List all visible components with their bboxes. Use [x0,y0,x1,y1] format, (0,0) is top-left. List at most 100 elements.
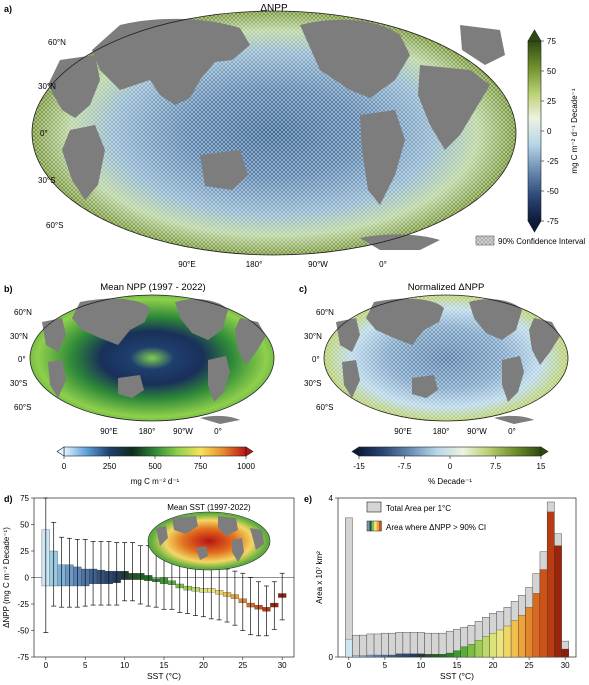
lat-label-b-2: 30°N [10,332,28,341]
lat-label-a-5: 60°S [46,221,63,230]
colorbar-a: 75 50 25 0 -25 -50 -75 mg C m⁻² d⁻¹ Decade⁻¹ [527,29,579,233]
map-a-land [48,18,505,250]
chart-e-ci-bar [395,653,404,658]
lat-label-a-2: 30°N [38,82,56,91]
lat-label-a-3: 0° [40,129,48,138]
map-a [31,10,517,256]
map-c [323,294,569,424]
chart-e-ci-bar [474,640,483,658]
colorbar-a-tick-label: -75 [547,217,559,226]
panel-a-letter: a) [4,4,12,14]
panel-b-title: Mean NPP (1997 - 2022) [100,282,205,293]
chart-d-xtick-label: 0 [44,661,49,670]
chart-e-ci-bar [554,545,562,658]
panel-d: d) 0 5 10 15 20 25 30 75 50 25 0 -25 -50 -75 SST (°C) Δ… [2,494,295,681]
inset-sst-map: Mean SST (1997-2022) [147,503,271,571]
map-b [29,294,275,424]
lon-label-c-4: 0° [508,427,516,436]
lat-label-a-4: 30°S [38,176,55,185]
chart-e-xtick-label: 10 [416,661,425,670]
chart-e-ci-bar [345,638,353,658]
colorbar-c-tick-label: 0 [448,462,453,471]
map-c-frame [323,294,569,422]
inset-land [156,516,264,562]
chart-e-xtick-label: 30 [561,661,570,670]
chart-e-total-bar [352,634,360,658]
colorbar-c-tick-label: -7.5 [398,462,412,471]
panel-a-title: ΔNPP [260,3,288,14]
chart-e-ci-bar [352,655,360,658]
chart-e-total-bar [388,632,396,658]
colorbar-b-left-arrow [56,446,65,457]
lon-label-b-2: 180° [139,427,156,436]
chart-d-ylabel: ΔNPP (mg C m⁻² Decade⁻¹) [2,527,11,628]
chart-e-xtick-label: 0 [347,661,352,670]
chart-e-ci-bar [525,607,533,658]
legend-total-swatch [366,501,382,513]
colorbar-a-tick-label: 0 [547,127,552,136]
legend-ci-swatch [366,520,382,532]
panel-b-letter: b) [4,284,13,294]
chart-d-xtick-label: 20 [199,661,208,670]
lon-label-b-4: 0° [214,427,222,436]
chart-e-xtick-label: 5 [383,661,388,670]
chart-e-total-bar [431,632,440,658]
legend-ci-swatch-stripe [369,521,372,531]
chart-d-xtick-label: 30 [278,661,287,670]
colorbar-a-tick-label: 50 [547,67,556,76]
colorbar-c-tick-label: 7.5 [490,462,502,471]
confidence-legend-hatch [476,236,494,245]
lat-label-c-1: 60°N [316,308,334,317]
lon-label-c-3: 90°W [467,427,487,436]
lat-label-b-1: 60°N [14,308,32,317]
chart-e-ci-bar [381,654,389,658]
lat-label-c-3: 0° [312,355,320,364]
chart-d: 0 5 10 15 20 25 30 75 50 25 0 -25 -50 -75 SST (°C) ΔNPP… [2,494,295,681]
lat-label-b-3: 0° [18,355,26,364]
chart-e-ci-bar [467,644,476,658]
colorbar-a-tick-label: -25 [547,157,559,166]
chart-e-ci-bar [431,654,440,658]
chart-e-total-bar [373,633,382,658]
lat-label-b-5: 60°S [14,403,31,412]
chart-e-ci-bar [518,615,526,658]
colorbar-b-tick-label: 250 [103,462,117,471]
chart-e-total-bar [438,632,447,658]
chart-e-total-bar [345,517,353,658]
chart-d-xtick-label: 25 [238,661,247,670]
map-a-frame [31,10,517,256]
legend-e: Total Area per 1°C Area where ΔNPP > 90%… [366,501,486,532]
chart-e-xtick-label: 25 [525,661,534,670]
colorbar-c: -15 -7.5 0 7.5 15 % Decade⁻¹ [351,446,549,486]
chart-e-ci-bar [438,654,447,658]
panel-c: c) Normalized ΔNPP 60°N 30°N 0° 30°S 60°… [299,282,569,486]
colorbar-c-tick-label: 15 [537,462,546,471]
chart-e-ci-bar [561,648,569,658]
panel-d-letter: d) [4,494,13,504]
colorbar-a-ticks: 75 50 25 0 -25 -50 -75 [541,37,559,226]
chart-e-ci-bar [496,629,505,658]
colorbar-b-tick-label: 0 [62,462,67,471]
chart-d-ytick-label: -75 [17,653,29,662]
chart-d-ytick-label: 0 [25,574,30,583]
colorbar-a-bottom-arrow [527,220,542,233]
lon-label-a-2: 180° [246,260,263,269]
chart-e-total-bar [366,633,375,658]
chart-d-ytick-label: -50 [17,627,29,636]
chart-e-total-bar [409,632,418,658]
colorbar-a-unit-label: mg C m⁻² d⁻¹ Decade⁻¹ [570,88,579,173]
colorbar-b-tick-label: 750 [194,462,208,471]
colorbar-c-left-arrow [351,446,360,457]
colorbar-c-ticks: -15 -7.5 0 7.5 15 [353,456,546,471]
lon-label-c-2: 180° [433,427,450,436]
legend-ci-swatch-stripe [367,521,370,531]
map-b-ocean [30,295,274,421]
chart-d-ytick-label: 50 [20,521,29,530]
colorbar-b-bar [63,446,247,457]
map-c-hatch [324,295,568,421]
legend-ci-swatch-stripe [371,521,375,531]
confidence-legend-label: 90% Confidence Interval [498,237,585,246]
lon-label-a-4: 0° [379,260,387,269]
